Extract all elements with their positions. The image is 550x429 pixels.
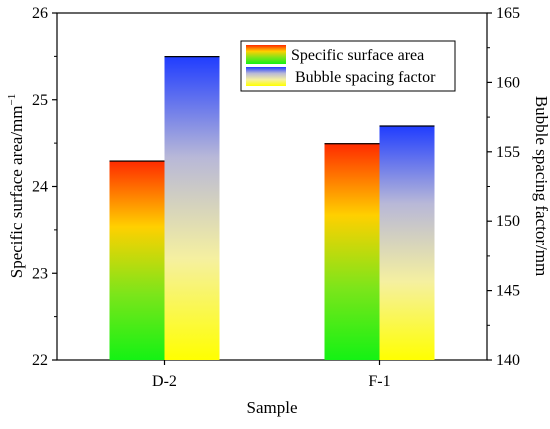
y-right-tick-label: 160 (496, 74, 520, 91)
y-axis-left-title-sup: −1 (6, 94, 18, 106)
y-right-tick-label: 150 (496, 213, 520, 230)
x-tick-label-f-1: F-1 (368, 373, 390, 390)
legend-label-specific-surface-area: Specific surface area (291, 47, 424, 64)
y-left-tick-label: 22 (32, 352, 48, 369)
y-right-tick-label: 145 (496, 283, 520, 300)
bar-bubble-spacing-factor-f-1 (379, 125, 435, 360)
y-right-tick-label: 165 (496, 5, 520, 22)
y-axis-left-title: Specific surface area/mm−1 (6, 94, 26, 278)
bars-layer (109, 56, 435, 360)
x-tick-label-d-2: D-2 (152, 373, 177, 390)
y-axis-right-title: Bubble spacing factor/mm (532, 96, 550, 276)
y-left-tick-label: 26 (32, 5, 48, 22)
y-left-tick-label: 23 (32, 265, 48, 282)
bar-top-edge-specific-surface-area-f-1 (324, 143, 380, 145)
bar-specific-surface-area-f-1 (324, 143, 380, 360)
legend: Specific surface area Bubble spacing fac… (240, 40, 456, 92)
legend-swatch-bubble-spacing-factor (246, 67, 286, 86)
bar-top-edge-specific-surface-area-d-2 (109, 160, 165, 162)
y-right-tick-label: 140 (496, 352, 520, 369)
y-left-tick-label: 25 (32, 92, 48, 109)
bar-top-edge-bubble-spacing-factor-d-2 (164, 56, 220, 58)
bar-specific-surface-area-d-2 (109, 160, 165, 360)
y-left-tick-label: 24 (32, 179, 48, 196)
legend-label-bubble-spacing-factor: Bubble spacing factor (295, 69, 436, 86)
legend-swatch-specific-surface-area (246, 45, 286, 64)
x-axis-title: Sample (247, 398, 298, 417)
bar-top-edge-bubble-spacing-factor-f-1 (379, 125, 435, 127)
y-right-tick-label: 155 (496, 144, 520, 161)
ticks-layer: 22 23 24 25 26 140 145 150 155 160 165 D-2 F-1 (32, 5, 520, 390)
y-axis-left-title-main: Specific surface area/mm (7, 105, 26, 278)
bar-bubble-spacing-factor-d-2 (164, 56, 220, 360)
